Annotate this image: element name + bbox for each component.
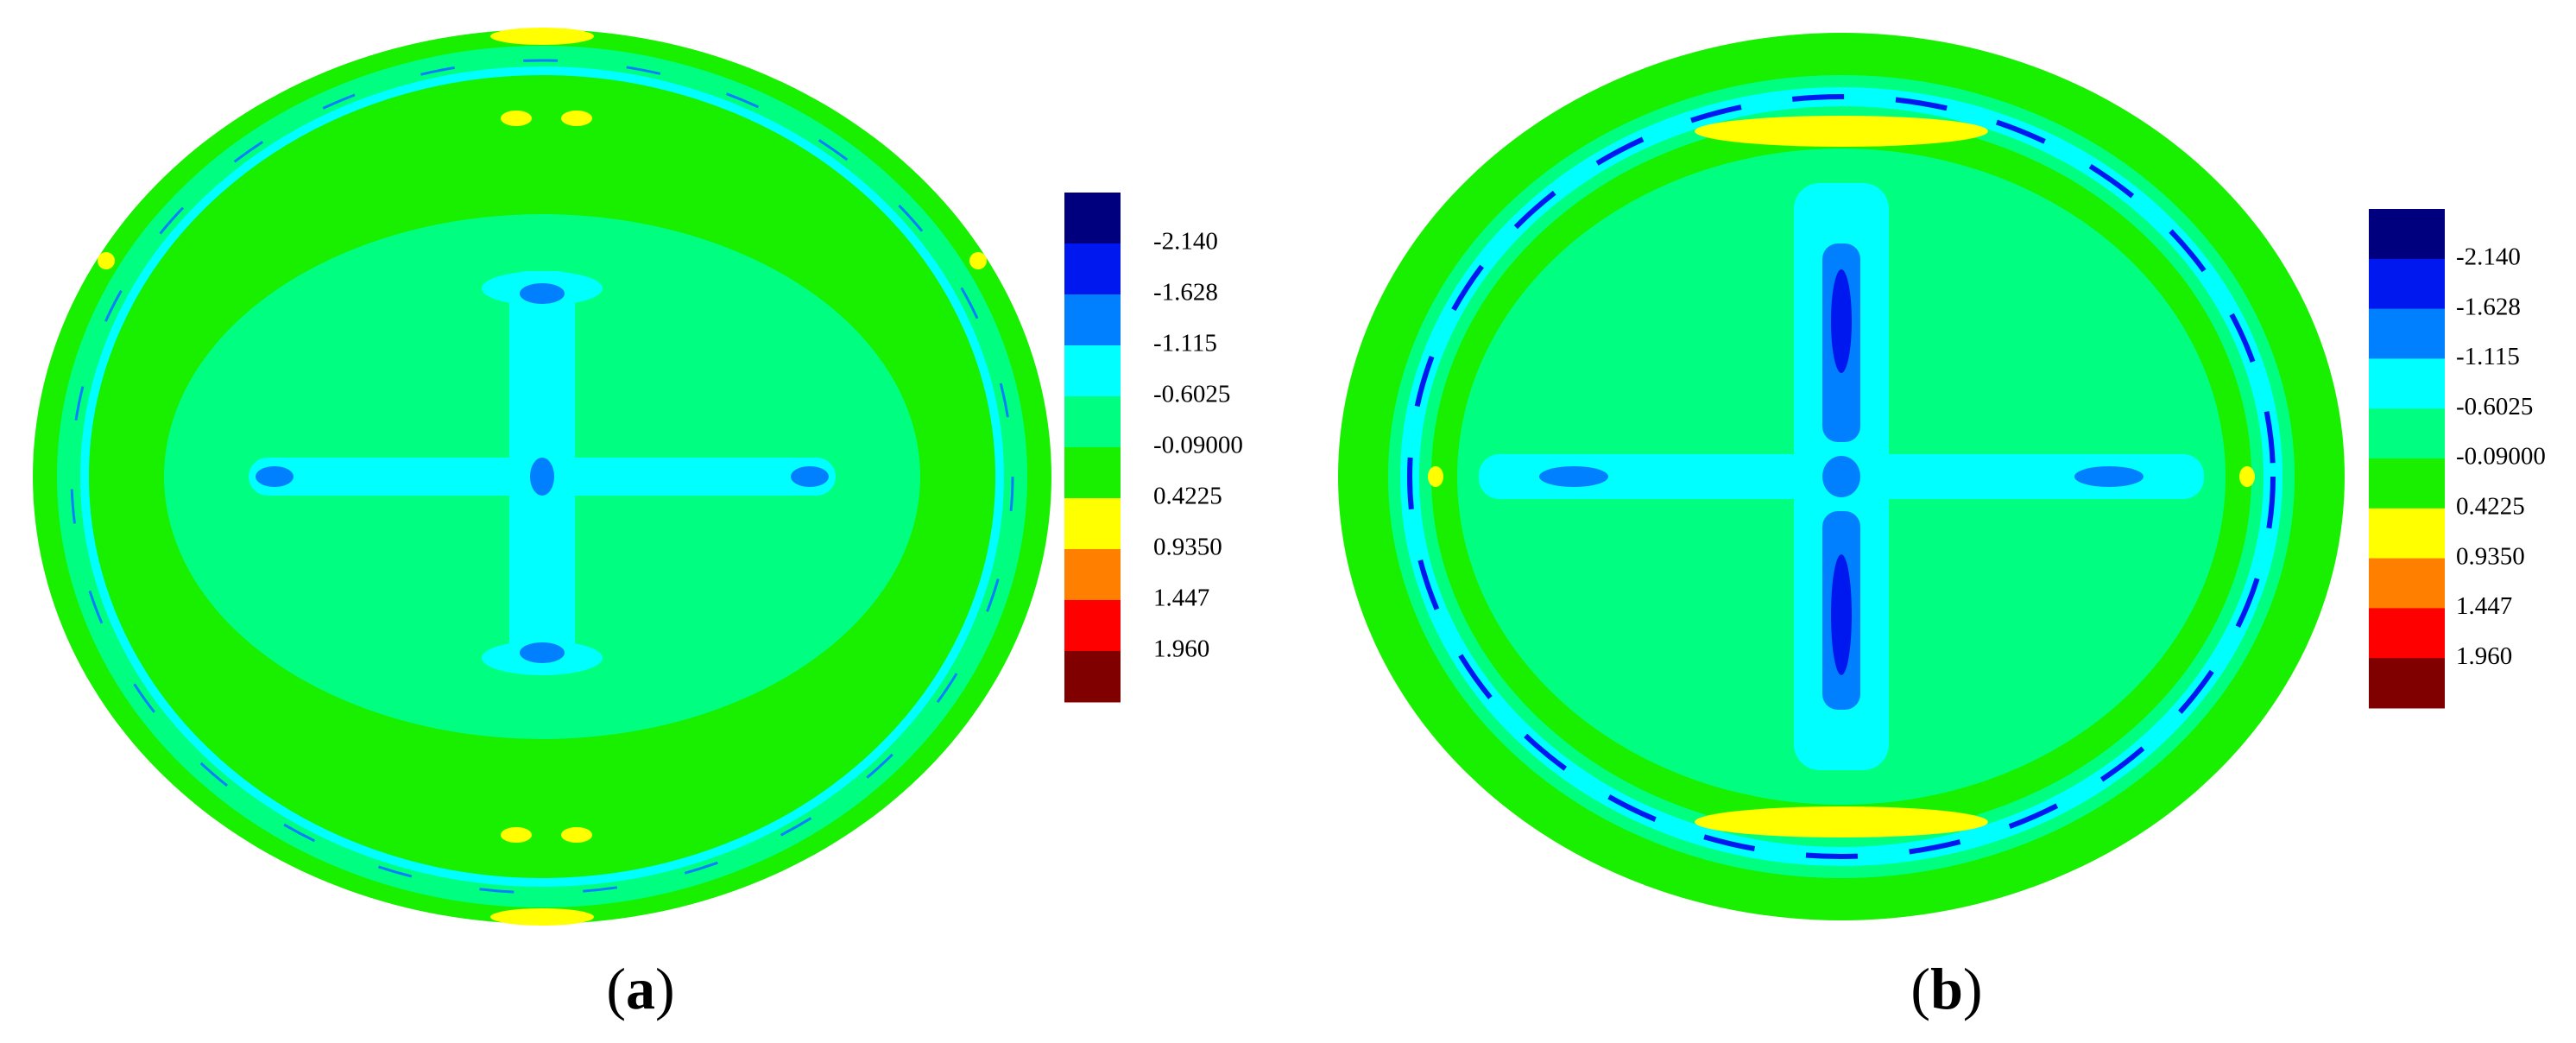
colorbar-label: 1.447: [1153, 585, 1209, 612]
colorbar-segment: [2369, 458, 2445, 509]
spot: [520, 283, 565, 304]
colorbar-label: -1.115: [2456, 343, 2520, 370]
colorbar-segment: [1064, 549, 1121, 601]
caption-part: (: [1910, 956, 1930, 1021]
spot: [501, 827, 532, 843]
colorbar-segment: [2369, 558, 2445, 609]
contour-plot-b: [1338, 33, 2345, 920]
spot: [490, 908, 594, 926]
spot: [501, 111, 532, 126]
colorbar-label: 0.4225: [1153, 483, 1222, 510]
spot: [561, 827, 592, 843]
colorbar-label: -0.6025: [1153, 381, 1230, 408]
contour-plot-a: [33, 28, 1051, 926]
colorbar-label: -1.628: [1153, 279, 1218, 307]
contour-ring-inner: [80, 66, 1004, 887]
spot: [561, 111, 592, 126]
spot: [2239, 466, 2255, 487]
colorbar-segment: [1064, 193, 1121, 244]
spot: [1539, 466, 1608, 487]
colorbar-label: 1.960: [1153, 635, 1209, 663]
caption-part: ): [655, 956, 675, 1021]
spot: [791, 466, 829, 487]
spot: [530, 458, 554, 496]
contour-ring-spots: [70, 59, 1014, 894]
colorbar-label: -0.09000: [2456, 443, 2546, 471]
colorbar-segment: [1064, 294, 1121, 346]
caption-part: ): [1963, 956, 1983, 1021]
colorbar: -2.140 -1.628 -1.115 -0.6025 -0.09000 0.4225 0…: [2369, 209, 2546, 709]
colorbar-segment: [1064, 396, 1121, 448]
colorbar-segment: [1064, 243, 1121, 295]
caption: (b): [1910, 956, 1982, 1021]
colorbar-segment: [1064, 345, 1121, 397]
caption-part: (: [606, 956, 626, 1021]
colorbar-segment: [1064, 498, 1121, 550]
spot: [98, 252, 115, 269]
colorbar-segment: [2369, 358, 2445, 409]
colorbar-segment: [2369, 508, 2445, 559]
spot: [1822, 456, 1860, 497]
colorbar-segment: [1064, 600, 1121, 652]
colorbar-label: -1.628: [2456, 293, 2521, 320]
colorbar-segment: [1064, 447, 1121, 499]
spot: [490, 28, 594, 45]
colorbar-label: -2.140: [1153, 228, 1218, 256]
colorbar-segment: [2369, 608, 2445, 659]
colorbar-segment: [2369, 408, 2445, 459]
colorbar-label: -1.115: [1153, 330, 1217, 357]
colorbar-segment: [2369, 308, 2445, 359]
contour-ring-spots: [1407, 94, 2276, 859]
spot: [1428, 466, 1443, 487]
spot: [969, 252, 987, 269]
colorbar-segment: [2369, 258, 2445, 310]
caption-part: a: [626, 956, 655, 1021]
colorbar-segment: [1064, 651, 1121, 703]
colorbar-label: 0.4225: [2456, 492, 2525, 520]
spot: [520, 642, 565, 663]
band: [1695, 806, 1988, 838]
colorbar-label: -0.09000: [1153, 432, 1243, 459]
colorbar-label: -2.140: [2456, 243, 2521, 270]
spot: [256, 466, 294, 487]
caption-part: b: [1930, 956, 1963, 1021]
colorbar-segment: [2369, 209, 2445, 260]
colorbar: -2.140 -1.628 -1.115 -0.6025 -0.09000 0.4225 0…: [1064, 193, 1243, 703]
overlays: -2.140 -1.628 -1.115 -0.6025 -0.09000 0.4225 0…: [606, 193, 2546, 1021]
caption: (a): [606, 956, 674, 1021]
spot: [1831, 554, 1852, 675]
band: [1695, 116, 1988, 147]
spot: [2074, 466, 2144, 487]
colorbar-label: 0.9350: [2456, 542, 2525, 570]
colorbar-label: 0.9350: [1153, 534, 1222, 561]
spot: [1831, 269, 1852, 373]
colorbar-label: 1.960: [2456, 642, 2512, 670]
colorbar-label: -0.6025: [2456, 393, 2533, 420]
colorbar-label: 1.447: [2456, 592, 2512, 620]
colorbar-segment: [2369, 658, 2445, 709]
